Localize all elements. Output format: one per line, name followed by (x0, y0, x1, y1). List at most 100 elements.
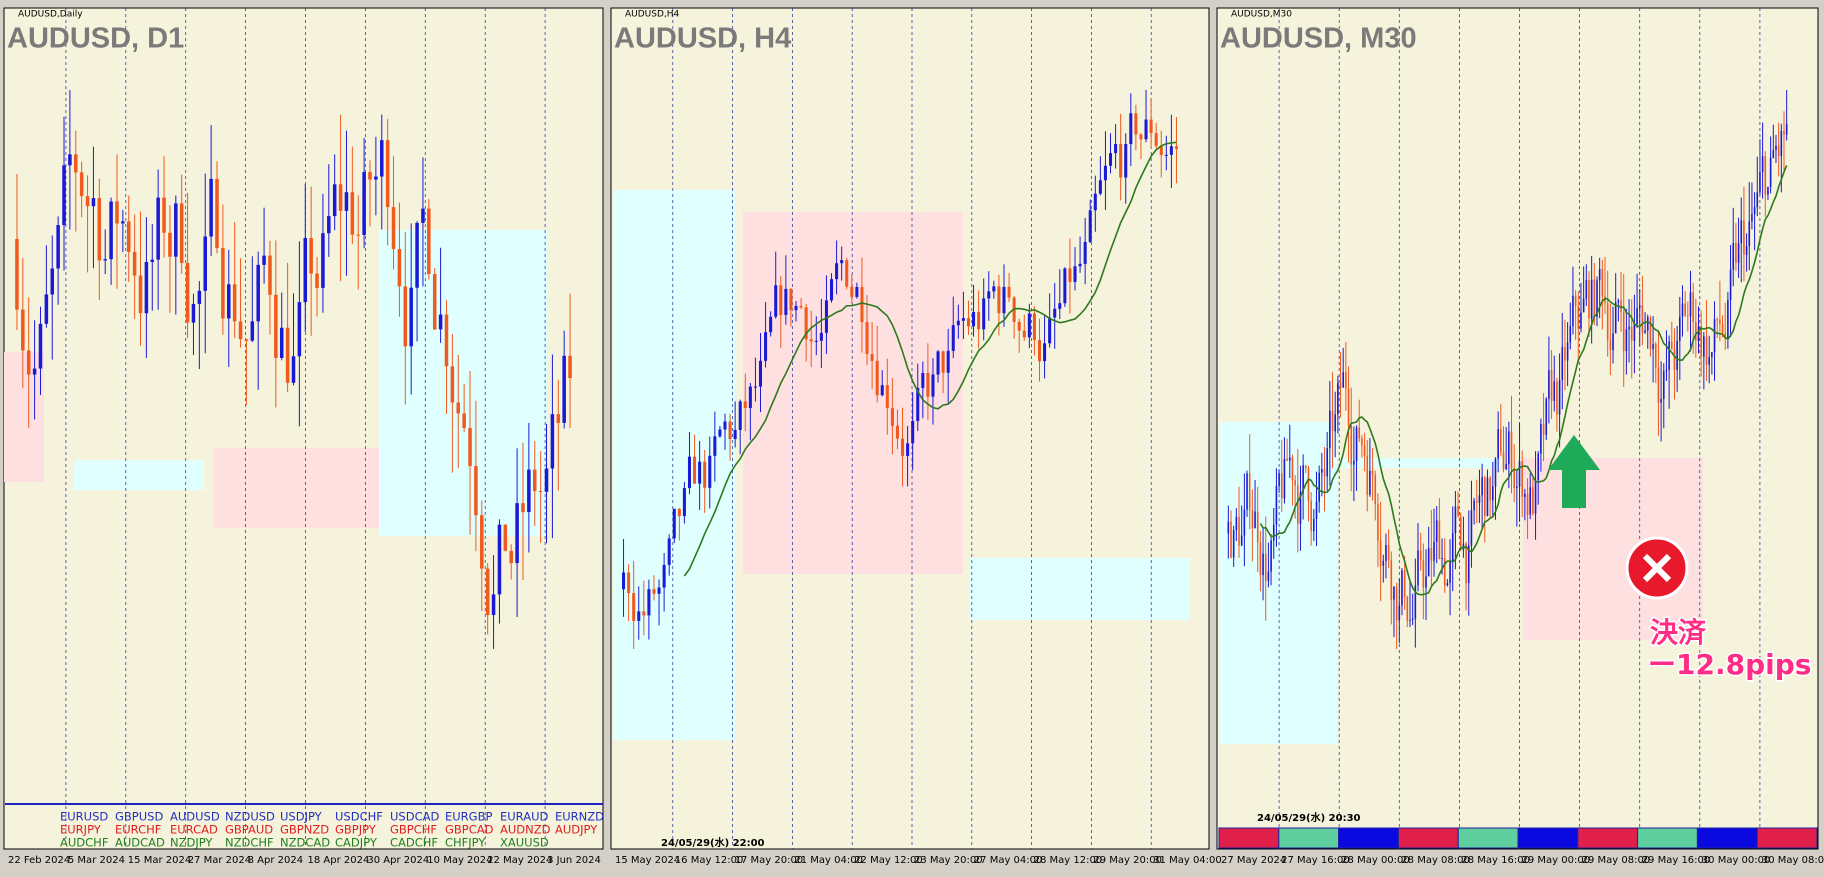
candle-body (1574, 295, 1577, 306)
candle-body (1088, 210, 1092, 242)
candle-body (1529, 487, 1532, 515)
candle-body (1230, 521, 1232, 558)
candle-body (115, 201, 119, 224)
candle-body (743, 401, 747, 408)
candle-body (403, 286, 408, 347)
candle-body (162, 197, 166, 233)
candle-body (1508, 431, 1510, 465)
candle-body (126, 221, 131, 252)
candle-body (1272, 524, 1275, 541)
candle-body (474, 466, 478, 516)
candle-body (961, 318, 965, 321)
candle-body (1649, 317, 1652, 350)
candle-body (1227, 521, 1230, 534)
candle-body (38, 323, 43, 369)
candle-body (262, 255, 266, 265)
candle-body (1068, 268, 1072, 282)
date-label: 27 May 16:00 (1281, 855, 1350, 866)
candle-body (1500, 429, 1502, 453)
candle-body (509, 550, 513, 564)
candle-body (693, 456, 697, 484)
candle-body (1646, 317, 1649, 331)
candle-body (1350, 425, 1353, 465)
candle-body (809, 339, 813, 342)
zone-box (970, 558, 1190, 620)
date-label: 31 May 04:00 (1153, 855, 1222, 866)
candle-body (789, 288, 793, 311)
candle-body (1759, 171, 1761, 193)
candle-body (191, 303, 196, 323)
candle-body (1307, 468, 1310, 501)
currency-pair: GBPUSD (115, 810, 163, 824)
candle-body (1785, 123, 1788, 135)
candle-body (784, 288, 788, 315)
candle-body (1743, 220, 1745, 255)
candle-body (1783, 131, 1785, 135)
candle-body (356, 234, 360, 236)
candle-body (1441, 557, 1443, 560)
chart-label: AUDUSD,M30 (1231, 10, 1292, 20)
candle-body (1433, 541, 1435, 561)
candle-body (1481, 477, 1483, 496)
candle-body (1022, 330, 1026, 338)
candle-body (1489, 477, 1491, 501)
candle-body (1625, 329, 1628, 352)
candle-body (1083, 241, 1087, 264)
candle-body (1149, 119, 1153, 134)
candle-body (1540, 423, 1542, 454)
candle-body (1745, 246, 1748, 255)
candle-body (1371, 470, 1374, 476)
candle-body (1048, 317, 1052, 344)
candle-body (109, 201, 113, 260)
strength-bar (1338, 827, 1399, 849)
currency-pair: NZDCHF (225, 836, 274, 850)
candle-body (1129, 113, 1133, 145)
candle-body (926, 372, 930, 397)
candle-body (197, 290, 202, 304)
currency-pair: EURJPY (60, 823, 102, 837)
candle-body (657, 587, 661, 594)
candle-body (232, 284, 237, 322)
candle-body (1492, 486, 1494, 501)
candle-body (865, 322, 869, 355)
candle-body (1058, 303, 1062, 309)
date-label: 22 May 12:00 (854, 855, 923, 866)
currency-pair: AUDJPY (555, 823, 598, 837)
candle-body (1345, 372, 1347, 389)
candle-body (1103, 165, 1107, 181)
candle-body (1459, 516, 1462, 550)
date-label: 16 May 12:00 (675, 855, 744, 866)
candle-body (1395, 587, 1398, 621)
candle-body (622, 572, 626, 590)
candle-body (1585, 280, 1588, 299)
exit-cross (1642, 553, 1672, 583)
candle-body (1417, 550, 1419, 586)
candle-body (1093, 193, 1097, 211)
candle-body (1673, 348, 1676, 370)
currency-pair: XAUUSD (500, 836, 549, 850)
candle-body (179, 203, 184, 263)
candle-body (835, 263, 839, 280)
strength-bar (1457, 827, 1519, 849)
candle-body (1697, 326, 1700, 341)
candle-body (1764, 156, 1767, 195)
candle-body (1114, 144, 1118, 154)
candle-body (992, 286, 996, 292)
candle-body (931, 374, 935, 397)
candle-body (1705, 336, 1708, 365)
candle-body (972, 311, 976, 327)
candle-body (1240, 535, 1243, 546)
candle-body (1342, 372, 1345, 388)
candle-body (1238, 516, 1240, 546)
candle-body (74, 154, 78, 173)
candle-body (1598, 269, 1601, 281)
candle-body (462, 413, 466, 428)
candle-body (1037, 340, 1042, 362)
candle-body (1398, 605, 1401, 621)
candle-body (1761, 156, 1764, 172)
date-label: 21 May 04:00 (794, 855, 863, 866)
candle-body (1695, 322, 1697, 341)
candle-body (1438, 520, 1441, 560)
date-label: 27 Mar 2024 (188, 855, 251, 866)
candle-body (1475, 500, 1478, 503)
